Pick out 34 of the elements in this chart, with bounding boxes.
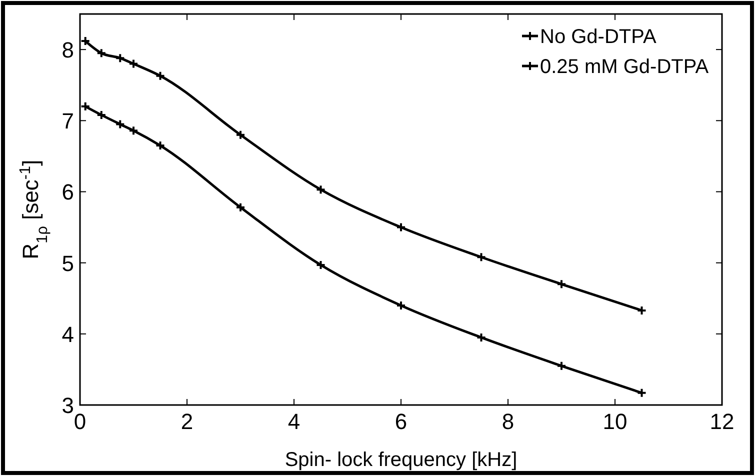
y-tick-label: 8 bbox=[62, 38, 74, 63]
x-tick-label: 0 bbox=[74, 409, 86, 434]
legend-label: 0.25 mM Gd-DTPA bbox=[540, 56, 710, 78]
y-tick-label: 5 bbox=[62, 250, 74, 276]
point bbox=[316, 260, 326, 270]
point bbox=[155, 70, 166, 81]
y-tick-label: 4 bbox=[62, 322, 74, 347]
x-tick-label: 2 bbox=[180, 409, 194, 434]
y-tick-label: 6 bbox=[62, 180, 74, 205]
point bbox=[236, 130, 246, 140]
x-tick-label: 8 bbox=[502, 409, 514, 434]
point bbox=[96, 110, 106, 120]
y-tick-label: 7 bbox=[62, 108, 74, 134]
point bbox=[115, 119, 126, 130]
point bbox=[476, 252, 486, 262]
x-tick-label: 10 bbox=[602, 409, 628, 434]
x-tick-label: 6 bbox=[394, 409, 408, 434]
point bbox=[128, 58, 138, 69]
point bbox=[316, 184, 326, 195]
legend-label: No Gd-DTPA bbox=[540, 26, 657, 48]
x-tick-label: 4 bbox=[288, 409, 300, 434]
point bbox=[556, 360, 566, 371]
point bbox=[115, 53, 126, 64]
point bbox=[128, 126, 138, 136]
y-tick-label: 3 bbox=[62, 393, 74, 418]
x-axis-title: Spin- lock frequency [kHz] bbox=[284, 449, 518, 471]
point bbox=[396, 222, 406, 232]
x-tick-label: 12 bbox=[710, 409, 734, 434]
point bbox=[396, 300, 406, 310]
point bbox=[96, 48, 106, 58]
point bbox=[155, 140, 166, 151]
point bbox=[556, 279, 566, 290]
point bbox=[236, 202, 246, 212]
point bbox=[476, 332, 486, 342]
